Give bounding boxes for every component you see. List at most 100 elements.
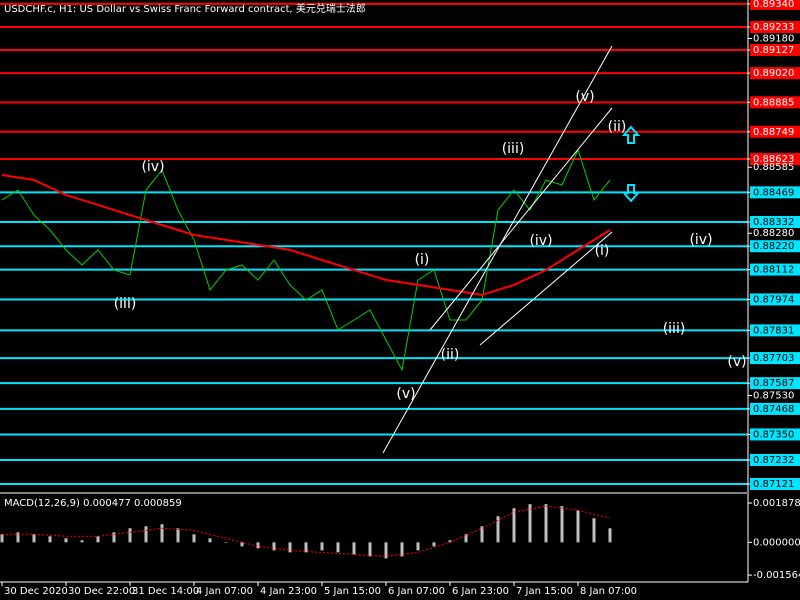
x-tick-label: 7 Jan 15:00: [516, 586, 573, 597]
wave-label: (v): [396, 386, 415, 402]
histogram-bar: [304, 542, 308, 553]
series-line: [2, 505, 611, 557]
price-label-box: [750, 0, 800, 10]
histogram-bar: [464, 534, 468, 543]
y-tick-label: 0.89127: [753, 45, 794, 56]
price-label-box: [750, 293, 800, 306]
y-tick-label: 0.88623: [753, 154, 794, 165]
y-tick-label: 0.88885: [753, 97, 794, 108]
x-tick-label: 6 Jan 07:00: [388, 586, 445, 597]
histogram-bar: [384, 542, 388, 559]
y-tick-label: 0.87974: [753, 294, 794, 305]
wave-label: (v): [575, 89, 594, 105]
y-tick-label: 0.87703: [753, 353, 794, 364]
wave-label: (v): [727, 354, 746, 370]
price-label-box: [750, 67, 800, 80]
histogram-bar: [544, 504, 548, 543]
histogram-bar: [256, 542, 260, 549]
plot-layer: [0, 2, 748, 559]
y-tick-label: 0.87587: [753, 378, 794, 389]
histogram-bar: [48, 536, 52, 543]
x-tick-label: 6 Jan 23:00: [452, 586, 509, 597]
histogram-bar: [288, 542, 292, 553]
histogram-bar: [496, 516, 500, 543]
wave-label: (ii): [608, 119, 627, 135]
histogram-bar: [240, 542, 244, 547]
price-label-box: [750, 428, 800, 441]
wave-label: (iii): [114, 296, 137, 312]
y-tick-label: 0.88469: [753, 187, 794, 198]
histogram-bar: [272, 542, 276, 551]
y-tick-label: 0.87350: [753, 429, 794, 440]
wave-label: (iii): [663, 321, 686, 337]
price-label-box: [750, 43, 800, 56]
histogram-bar: [576, 510, 580, 543]
histogram-bar: [400, 542, 404, 557]
histogram-bar: [160, 524, 164, 543]
y-tick-label: 0.87831: [753, 325, 794, 336]
histogram-bar: [528, 504, 532, 543]
y-tick-label: -0.001564: [753, 570, 800, 581]
wave-label: (i): [595, 243, 610, 259]
channel-line: [479, 231, 613, 346]
channel-line: [382, 45, 613, 454]
histogram-bar: [224, 542, 228, 543]
price-label-box: [750, 352, 800, 365]
histogram-bar: [368, 542, 372, 557]
wave-label: (iv): [529, 233, 552, 249]
price-label-box: [750, 377, 800, 390]
x-tick-label: 5 Jan 15:00: [324, 586, 381, 597]
price-label-box: [750, 96, 800, 109]
histogram-bar: [512, 508, 516, 543]
price-label-box: [750, 21, 800, 34]
wave-label: (iv): [689, 232, 712, 248]
y-tick-label: 0.89180: [753, 34, 794, 45]
x-tick-label: 4 Jan 07:00: [196, 586, 253, 597]
y-tick-label: 0.87530: [753, 391, 794, 402]
price-label-box: [750, 263, 800, 276]
histogram-bar: [592, 518, 596, 543]
histogram-bar: [112, 532, 116, 543]
price-label-box: [750, 324, 800, 337]
price-label-box: [750, 453, 800, 466]
y-tick-label: 0.88220: [753, 241, 794, 252]
y-tick-label: 0.89233: [753, 22, 794, 33]
histogram-bar: [320, 542, 324, 551]
up-arrow: [621, 125, 641, 144]
histogram-bar: [80, 540, 84, 543]
price-label-box: [750, 477, 800, 490]
histogram-bar: [16, 532, 20, 543]
price-label-box: [750, 402, 800, 415]
x-tick-label: 8 Jan 07:00: [580, 586, 637, 597]
y-tick-label: 0.000000: [753, 537, 800, 548]
histogram-bar: [352, 542, 356, 555]
series-line: [1, 174, 611, 296]
histogram-bar: [64, 538, 68, 543]
histogram-bar: [432, 542, 436, 547]
y-tick-label: 0.87232: [753, 455, 794, 466]
chart-title: USDCHF.c, H1: US Dollar vs Swiss Franc F…: [4, 2, 366, 15]
histogram-bar: [32, 534, 36, 543]
price-label-box: [750, 186, 800, 199]
price-label-box: [750, 240, 800, 253]
down-arrow: [621, 184, 641, 203]
y-tick-label: 0.89020: [753, 68, 794, 79]
wave-label: (i): [415, 252, 430, 268]
wave-label: (ii): [441, 347, 460, 363]
y-tick-label: 0.88749: [753, 127, 794, 138]
histogram-bar: [192, 534, 196, 543]
y-tick-label: 0.88280: [753, 228, 794, 239]
y-tick-label: 0.87121: [753, 479, 794, 490]
histogram-bar: [560, 506, 564, 543]
x-tick-label: 30 Dec 2020: [4, 586, 68, 597]
price-label-box: [750, 125, 800, 138]
series-line: [1, 148, 611, 372]
channel-line: [429, 107, 613, 331]
indicator-title: MACD(12,26,9) 0.000477 0.000859: [4, 498, 182, 509]
histogram-bar: [0, 534, 4, 543]
wave-label: (iv): [141, 159, 164, 175]
price-label-box: [750, 215, 800, 228]
y-tick-label: 0.88112: [753, 265, 794, 276]
x-tick-label: 30 Dec 22:00: [68, 586, 135, 597]
y-tick-label: 0.001878: [753, 498, 800, 509]
